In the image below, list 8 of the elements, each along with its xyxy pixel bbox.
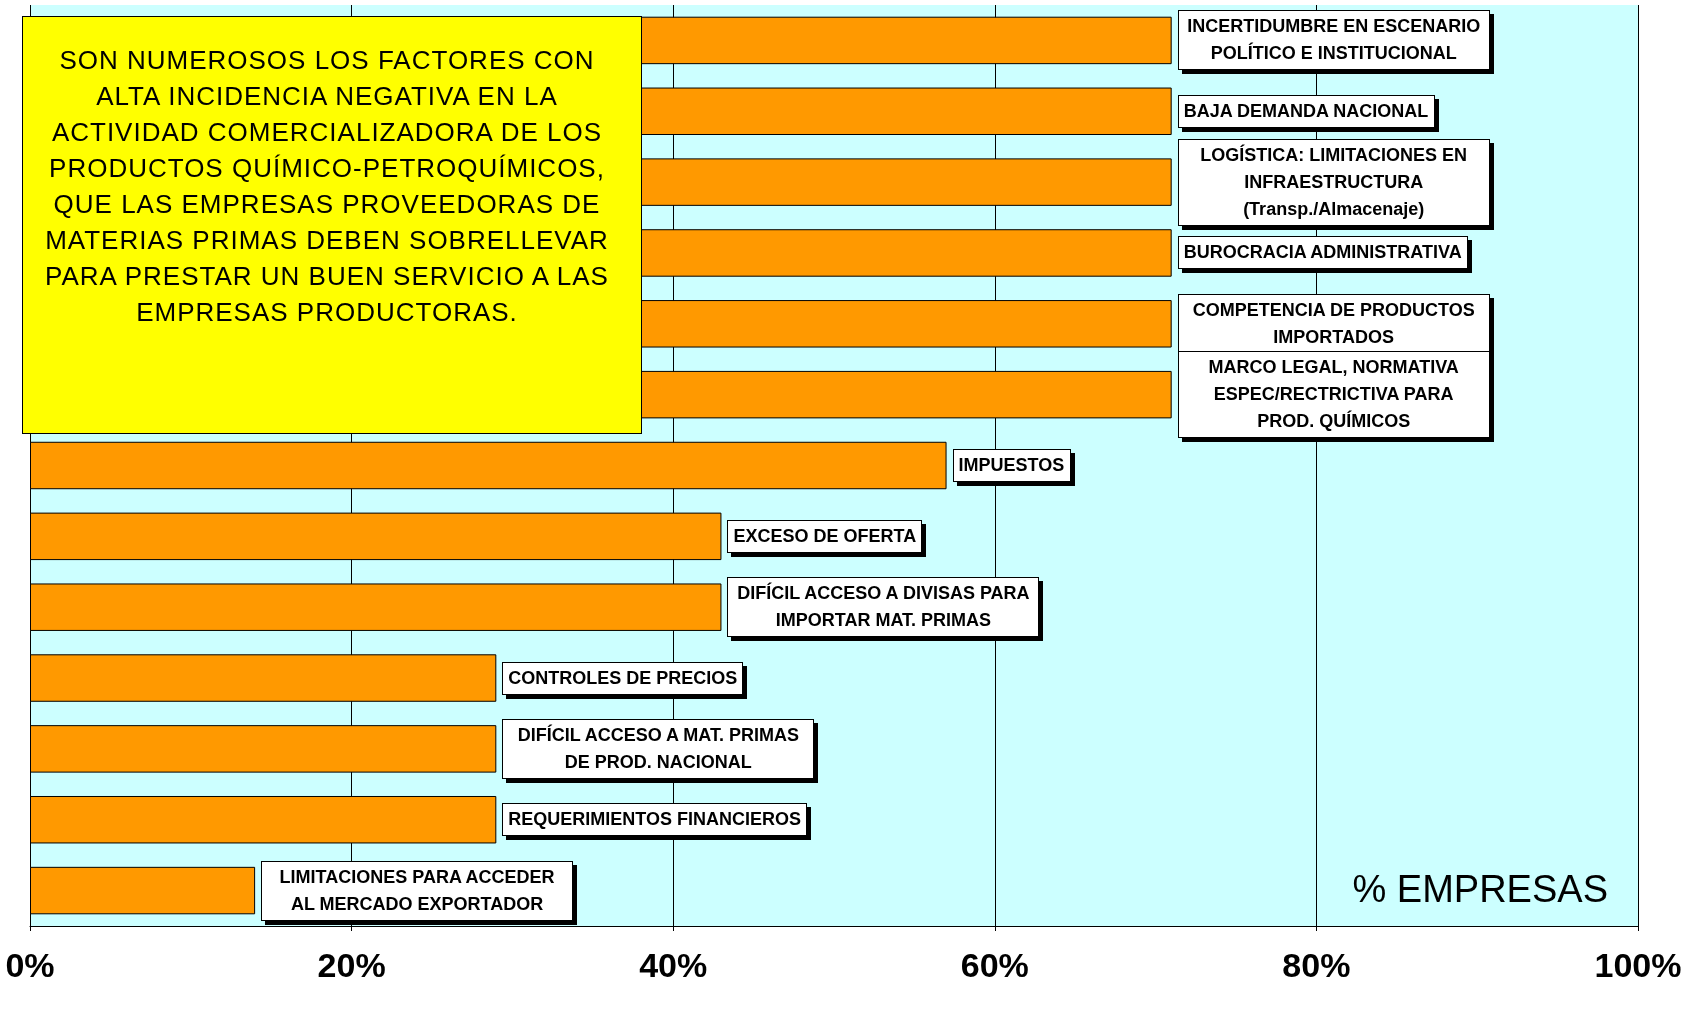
x-tick-label: 40% xyxy=(639,946,708,984)
x-axis-title: % EMPRESAS xyxy=(1352,868,1609,910)
x-tick-label: 80% xyxy=(1282,946,1351,984)
x-tick-label: 100% xyxy=(1594,946,1682,984)
annotation: SON NUMEROSOS LOS FACTORES CON ALTA INCIDENCIA NEGATIVA EN LA ACTIVIDAD COMERCIALIZADORA DE LOS PRODUCTOS QUÍMICO-PETROQUÍMICOS, QUE LAS EMPRESAS PROVEEDORAS DE MATERIAS PRIMAS DEBEN SOBRELLEVAR PARA PRESTAR UN BUEN SERVICIO A LAS EMPRESAS PRODUCTORAS. xyxy=(44,44,610,329)
x-tick-label: 0% xyxy=(5,946,55,984)
x-tick-label: 60% xyxy=(960,946,1029,984)
x-tick-label: 20% xyxy=(317,946,386,984)
